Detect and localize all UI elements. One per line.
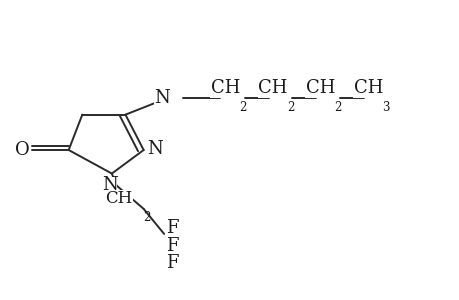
Text: CH: CH bbox=[353, 79, 382, 97]
Text: N: N bbox=[153, 89, 169, 107]
Text: 3: 3 bbox=[381, 101, 389, 114]
Text: N: N bbox=[101, 176, 117, 194]
Text: F: F bbox=[166, 219, 179, 237]
Text: CH: CH bbox=[306, 79, 335, 97]
Text: 2: 2 bbox=[286, 101, 294, 114]
Text: 2: 2 bbox=[334, 101, 341, 114]
Text: CH: CH bbox=[258, 79, 287, 97]
Text: F: F bbox=[166, 254, 179, 272]
Text: 2: 2 bbox=[142, 211, 150, 224]
Text: CH: CH bbox=[210, 79, 240, 97]
Text: CH: CH bbox=[105, 190, 132, 207]
Text: 2: 2 bbox=[239, 101, 246, 114]
Text: N: N bbox=[147, 140, 162, 158]
Text: F: F bbox=[166, 237, 179, 255]
Text: O: O bbox=[15, 141, 30, 159]
